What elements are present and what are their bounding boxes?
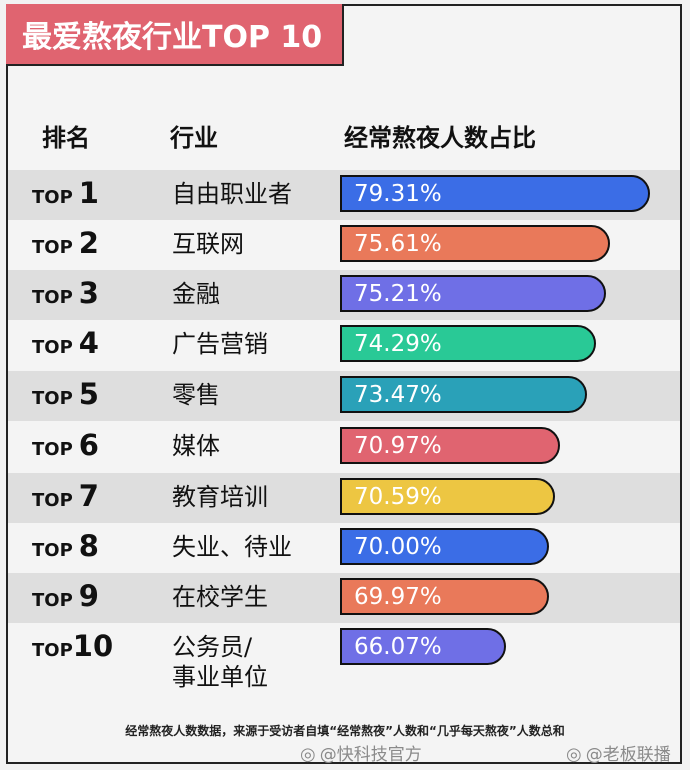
table-row: TOP 10 公务员/ 事业单位 66.07% xyxy=(8,623,680,695)
bar-value-label: 69.97% xyxy=(354,583,442,610)
rank-label: TOP 8 xyxy=(32,529,99,563)
bar: 70.59% xyxy=(340,478,556,515)
bar-value-label: 74.29% xyxy=(354,330,442,357)
table-row: TOP 8 失业、待业 70.00% xyxy=(8,523,680,573)
rank-label: TOP 7 xyxy=(32,479,99,513)
weibo-icon: ◎ xyxy=(566,744,582,765)
bar: 66.07% xyxy=(340,628,507,665)
rank-label: TOP 9 xyxy=(32,579,99,613)
bar-value-label: 70.97% xyxy=(354,432,442,459)
bar-value-label: 75.21% xyxy=(354,280,442,307)
bar-value-label: 73.47% xyxy=(354,381,442,408)
bar-value-label: 75.61% xyxy=(354,230,442,257)
watermark-left: ◎ @快科技官方 xyxy=(300,744,422,765)
header-rank: 排名 xyxy=(42,124,90,152)
rank-label: TOP 4 xyxy=(32,326,99,360)
bar-value-label: 79.31% xyxy=(354,180,442,207)
rank-label: TOP 10 xyxy=(32,629,114,663)
chart-title: 最爱熬夜行业TOP 10 xyxy=(6,4,344,66)
bar: 75.21% xyxy=(340,275,606,312)
rank-label: TOP 3 xyxy=(32,276,99,310)
rank-label: TOP 5 xyxy=(32,377,99,411)
bar: 74.29% xyxy=(340,325,596,362)
rank-label: TOP 2 xyxy=(32,226,99,260)
bar: 75.61% xyxy=(340,225,611,262)
industry-label: 在校学生 xyxy=(172,583,268,611)
industry-label: 失业、待业 xyxy=(172,533,292,561)
bar-value-label: 70.00% xyxy=(354,533,442,560)
table-header: 排名 行业 经常熬夜人数占比 xyxy=(0,118,690,154)
weibo-icon: ◎ xyxy=(300,744,316,765)
footnote: 经常熬夜人数数据，来源于受访者自填“经常熬夜”人数和“几乎每天熬夜”人数总和 xyxy=(125,724,565,738)
industry-label: 教育培训 xyxy=(172,483,268,511)
table-row: TOP 2 互联网 75.61% xyxy=(8,220,680,270)
table-row: TOP 7 教育培训 70.59% xyxy=(8,473,680,523)
bar-value-label: 70.59% xyxy=(354,483,442,510)
table-row: TOP 4 广告营销 74.29% xyxy=(8,320,680,370)
table-row: TOP 6 媒体 70.97% xyxy=(8,422,680,472)
table-row: TOP 5 零售 73.47% xyxy=(8,371,680,421)
bar: 73.47% xyxy=(340,376,587,413)
bar-value-label: 66.07% xyxy=(354,633,442,660)
watermark-right: ◎ @老板联播 xyxy=(566,744,671,765)
industry-label: 金融 xyxy=(172,280,220,308)
bar: 69.97% xyxy=(340,578,549,615)
industry-label: 自由职业者 xyxy=(172,180,292,208)
industry-label: 媒体 xyxy=(172,432,220,460)
bar: 79.31% xyxy=(340,175,651,212)
bar: 70.97% xyxy=(340,427,560,464)
industry-label: 广告营销 xyxy=(172,330,268,358)
rank-label: TOP 1 xyxy=(32,176,99,210)
bar: 70.00% xyxy=(340,528,549,565)
table-row: TOP 9 在校学生 69.97% xyxy=(8,573,680,623)
header-industry: 行业 xyxy=(170,124,218,152)
table-row: TOP 1 自由职业者 79.31% xyxy=(8,170,680,220)
industry-label: 零售 xyxy=(172,381,220,409)
table-row: TOP 3 金融 75.21% xyxy=(8,270,680,320)
industry-label: 互联网 xyxy=(172,230,244,258)
header-value: 经常熬夜人数占比 xyxy=(344,124,536,152)
rank-label: TOP 6 xyxy=(32,428,99,462)
industry-label: 公务员/ 事业单位 xyxy=(172,633,268,691)
